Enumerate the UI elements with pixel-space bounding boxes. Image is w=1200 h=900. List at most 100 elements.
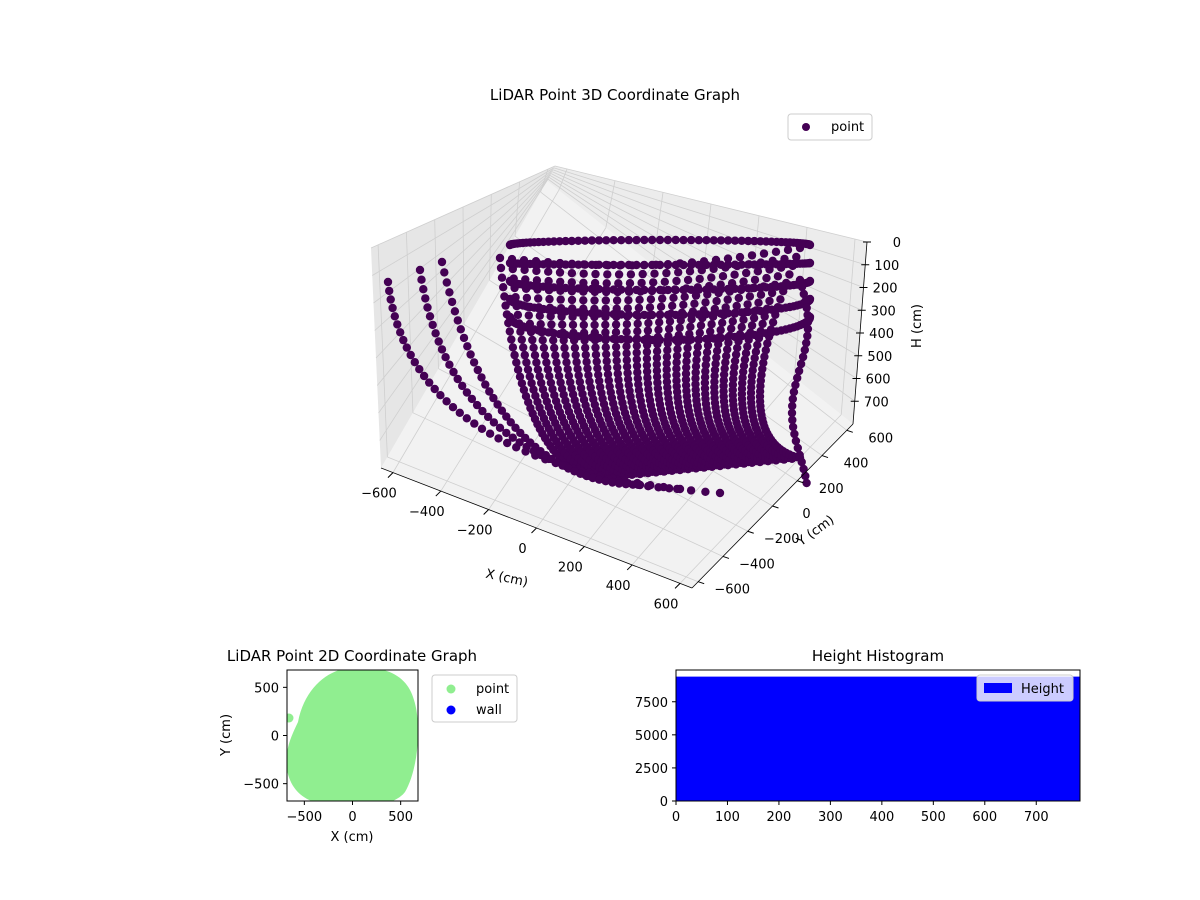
scatter-point-3d bbox=[622, 362, 632, 371]
scatter-point-3d bbox=[561, 330, 570, 340]
scatter-point-3d bbox=[463, 342, 472, 351]
scatter-point-3d bbox=[393, 320, 402, 329]
scatter-point-3d bbox=[730, 356, 740, 366]
scatter-point-3d bbox=[529, 343, 538, 352]
scatter-point-3d bbox=[737, 332, 746, 341]
2d-x-tick-label: 500 bbox=[388, 810, 413, 825]
scatter-point-3d bbox=[622, 349, 631, 358]
scatter-point-3d bbox=[802, 338, 811, 348]
hist-x-tick-label: 600 bbox=[972, 810, 997, 825]
z-tick-label: 600 bbox=[866, 373, 891, 388]
scatter-point-3d bbox=[760, 352, 769, 361]
y-tick bbox=[747, 530, 754, 534]
scatter-point-3d bbox=[690, 299, 699, 308]
scatter-point-3d bbox=[744, 236, 753, 246]
scatter-point-3d bbox=[555, 283, 564, 292]
scatter-point-3d bbox=[562, 358, 571, 367]
y-tick-label: 400 bbox=[844, 457, 869, 472]
histogram-legend-label: Height bbox=[1021, 682, 1064, 697]
x-tick-label: 600 bbox=[654, 597, 679, 612]
scatter-point-3d bbox=[716, 309, 726, 318]
scatter-point-3d bbox=[801, 296, 810, 306]
scatter-point-3d bbox=[635, 480, 645, 490]
scatter-point-3d bbox=[623, 368, 632, 378]
scatter-point-3d bbox=[626, 270, 636, 279]
scatter-point-3d bbox=[417, 275, 426, 284]
scatter-point-3d bbox=[743, 342, 752, 351]
scatter-point-3d bbox=[730, 308, 740, 318]
scatter-point-3d bbox=[762, 273, 771, 283]
scatter-point-3d bbox=[805, 240, 815, 250]
scatter-point-3d bbox=[654, 325, 663, 334]
chart-3d-legend-box bbox=[787, 113, 873, 141]
scatter-point-3d bbox=[449, 367, 458, 377]
scatter-point-3d bbox=[633, 374, 642, 383]
scatter-point-3d bbox=[796, 359, 806, 369]
scatter-point-3d bbox=[691, 374, 700, 383]
scatter-point-3d bbox=[737, 284, 746, 293]
scatter-point-3d bbox=[687, 335, 696, 344]
scatter-point-3d bbox=[723, 295, 732, 304]
z-tick-label: 0 bbox=[893, 236, 901, 251]
scatter-point-3d bbox=[763, 339, 772, 348]
scatter-point-3d bbox=[645, 303, 655, 312]
scatter-point-3d bbox=[643, 326, 653, 335]
scatter-point-3d bbox=[594, 236, 604, 245]
scatter-point-3d bbox=[613, 363, 622, 372]
scatter-point-3d bbox=[532, 266, 541, 276]
scatter-point-3d bbox=[642, 347, 652, 357]
scatter-point-3d bbox=[549, 336, 558, 345]
scatter-point-3d bbox=[519, 343, 528, 352]
scatter-point-3d bbox=[590, 296, 599, 305]
scatter-point-3d bbox=[632, 335, 641, 344]
scatter-point-3d bbox=[385, 286, 394, 296]
scatter-point-3d bbox=[550, 343, 559, 353]
scatter-point-3d bbox=[523, 365, 533, 374]
scatter-point-3d bbox=[663, 235, 673, 245]
scatter-point-3d bbox=[602, 236, 611, 245]
scatter-point-3d bbox=[683, 343, 692, 353]
x-tick bbox=[435, 490, 442, 497]
scatter-point-3d bbox=[624, 310, 633, 319]
scatter-point-3d bbox=[776, 295, 785, 304]
scatter-point-3d bbox=[437, 345, 447, 354]
scatter-point-3d bbox=[587, 309, 597, 318]
scatter-point-3d bbox=[723, 236, 733, 245]
scatter-point-3d bbox=[450, 307, 460, 316]
scatter-point-3d bbox=[754, 298, 763, 307]
scatter-point-3d bbox=[553, 365, 562, 374]
scatter-point-3d bbox=[632, 285, 641, 295]
scatter-point-3d bbox=[614, 479, 624, 488]
scatter-point-3d bbox=[732, 301, 741, 311]
scatter-point-3d bbox=[467, 394, 477, 404]
scatter-point-3d bbox=[647, 310, 657, 320]
scatter-point-3d bbox=[614, 270, 624, 279]
scatter-point-3d bbox=[800, 345, 809, 355]
scatter-point-3d bbox=[581, 350, 590, 360]
z-tick-label: 200 bbox=[873, 282, 898, 297]
scatter-point-3d bbox=[419, 285, 428, 294]
scatter-point-3d bbox=[741, 349, 751, 358]
scatter-point-3d bbox=[723, 284, 733, 294]
scatter-point-3d bbox=[672, 276, 681, 286]
scatter-point-3d bbox=[692, 355, 701, 365]
scatter-point-3d bbox=[632, 260, 641, 270]
scatter-point-3d bbox=[723, 309, 733, 318]
chart-2d-legend: point wall bbox=[431, 674, 518, 723]
scatter-point-3d bbox=[671, 285, 680, 295]
scatter-point-3d bbox=[574, 260, 583, 269]
y-gridline bbox=[387, 456, 699, 583]
scatter-point-3d bbox=[759, 249, 769, 258]
scatter-point-3d bbox=[489, 393, 498, 403]
scatter-point-3d bbox=[469, 358, 479, 367]
scatter-point-3d bbox=[567, 278, 576, 287]
scatter-point-3d bbox=[532, 358, 541, 367]
hist-y-tick-label: 5000 bbox=[635, 729, 668, 744]
scatter-point-3d bbox=[522, 293, 532, 303]
scatter-point-3d bbox=[707, 320, 716, 329]
scatter-point-3d bbox=[674, 268, 683, 277]
scatter-point-3d bbox=[445, 288, 454, 297]
scatter-point-3d bbox=[701, 360, 710, 370]
scatter-point-3d bbox=[622, 342, 631, 351]
x-tick bbox=[626, 564, 633, 571]
